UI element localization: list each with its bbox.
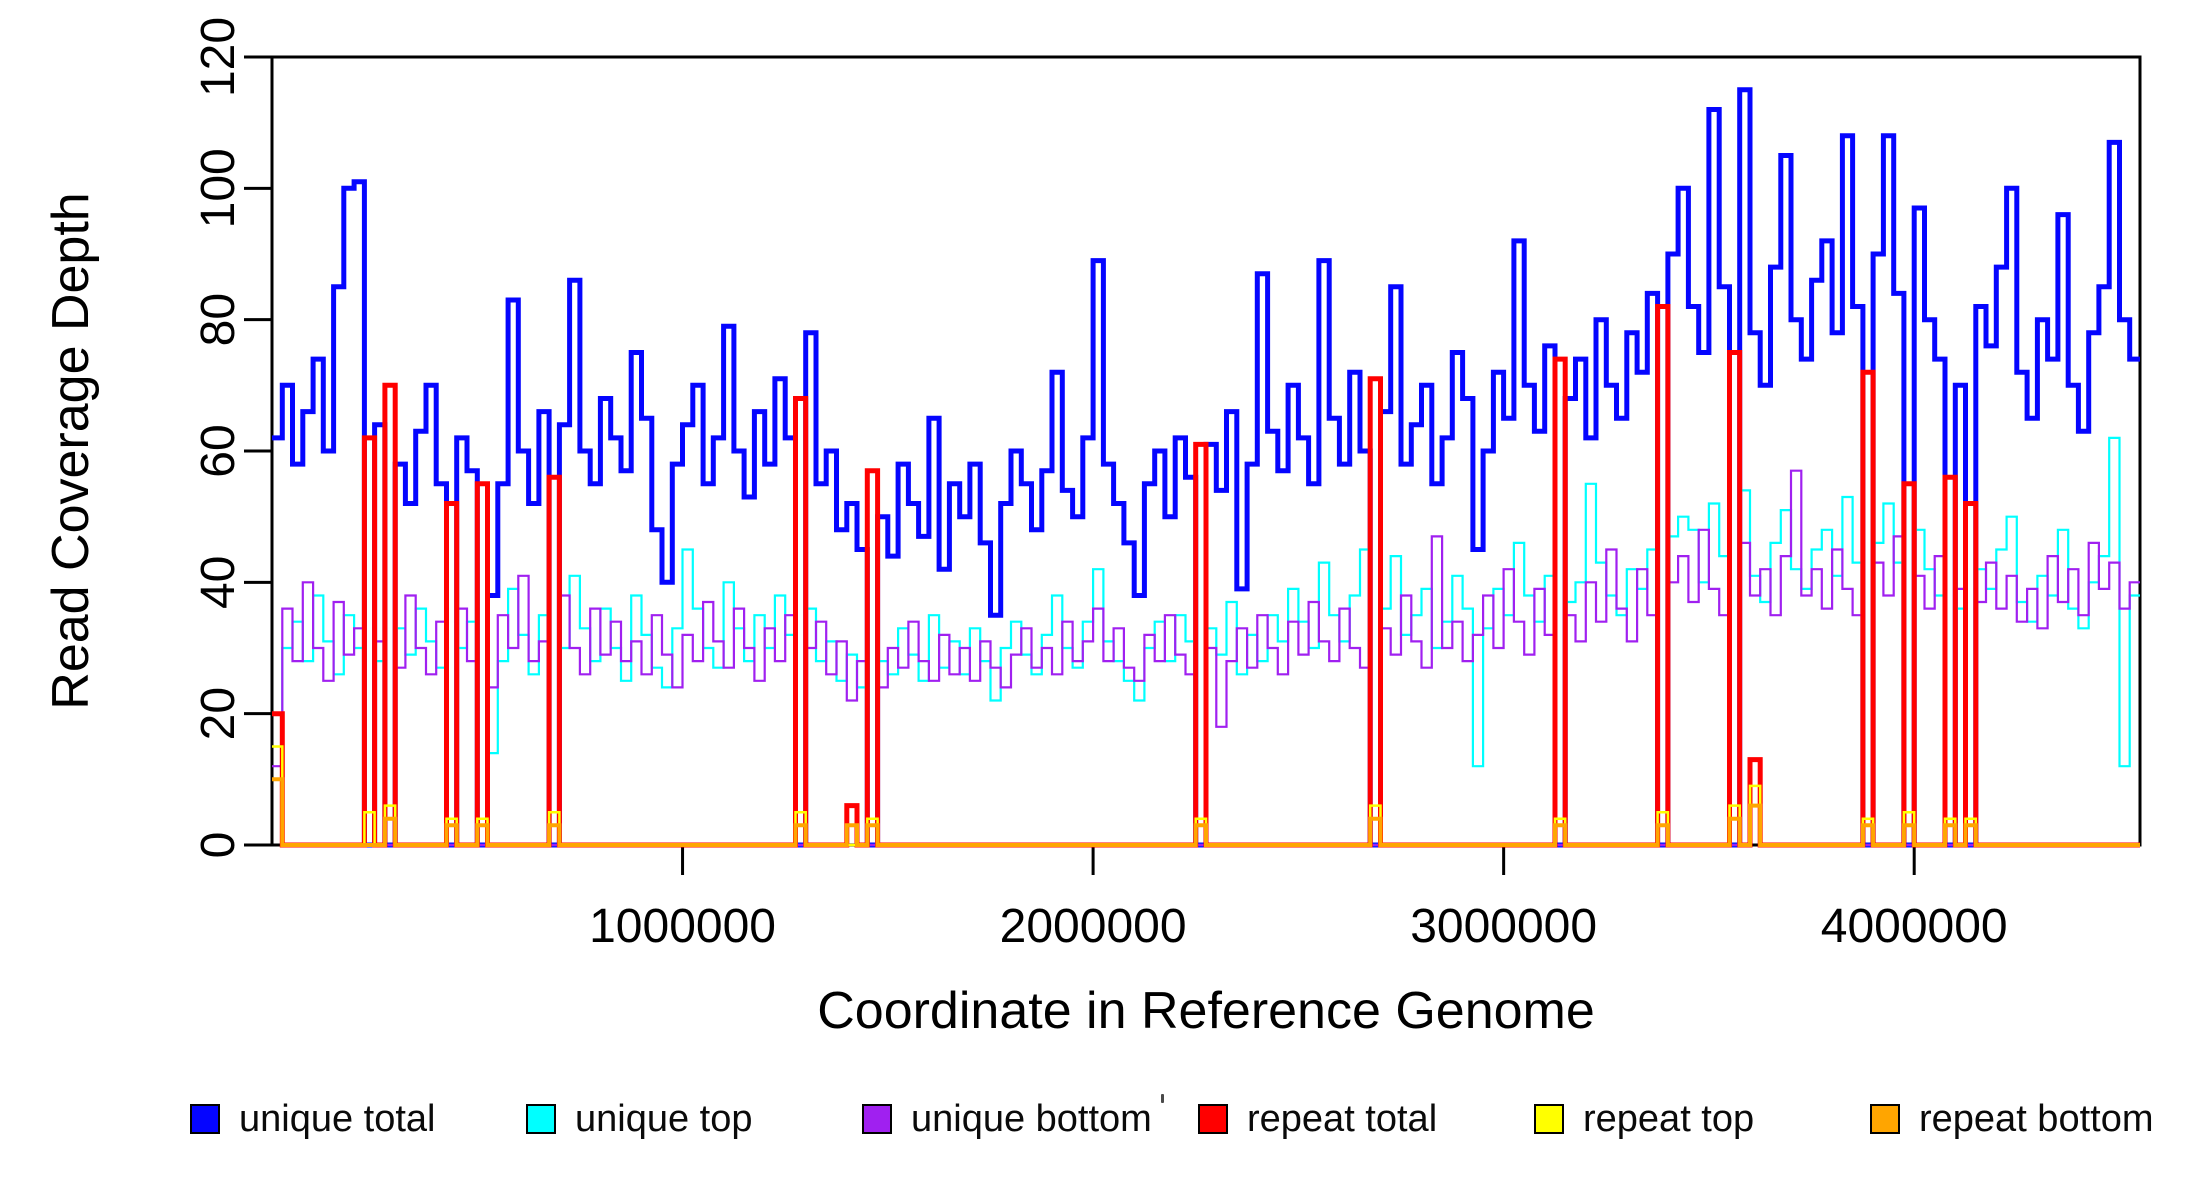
coverage-plot-canvas: 0 20 40 60 80 100 120 1000000 2000000 3000000 4000…: [42, 17, 2142, 1040]
series-layer: [272, 87, 2140, 848]
x-tick-label: 2000000: [1000, 900, 1187, 953]
x-tick-label: 3000000: [1410, 900, 1597, 953]
unique-bottom-swatch-icon: [862, 1104, 892, 1134]
y-tick-label: 20: [192, 687, 245, 740]
unique-top-swatch-icon: [526, 1104, 556, 1134]
axes-layer: 0 20 40 60 80 100 120 1000000 2000000 3000000 4000…: [192, 17, 2142, 953]
repeat-bottom-swatch-icon: [1870, 1104, 1900, 1134]
legend-item-unique-bottom: unique bottom: [862, 1097, 1152, 1140]
legend-item-unique-total: unique total: [190, 1097, 436, 1140]
y-tick-label: 0: [192, 832, 245, 859]
legend-label: unique bottom: [911, 1097, 1152, 1140]
legend-label: unique top: [575, 1097, 753, 1140]
x-tick-label: 1000000: [589, 900, 776, 953]
y-tick-label: 100: [192, 148, 245, 228]
legend-label: repeat top: [1583, 1097, 1755, 1140]
legend-item-unique-top: unique top: [526, 1097, 753, 1140]
y-tick-label: 120: [192, 17, 245, 97]
legend-label: repeat total: [1247, 1097, 1438, 1140]
y-tick-label: 60: [192, 424, 245, 477]
series-repeat-total: [272, 304, 2140, 848]
legend-item-repeat-top: repeat top: [1534, 1097, 1755, 1140]
legend: unique total unique top unique bottom re…: [0, 1097, 2200, 1144]
x-tick-label: 4000000: [1821, 900, 2008, 953]
legend-item-repeat-total: repeat total: [1198, 1097, 1438, 1140]
legend-label: unique total: [239, 1097, 436, 1140]
legend-label: repeat bottom: [1919, 1097, 2154, 1140]
y-axis-title: Read Coverage Depth: [42, 192, 100, 709]
x-axis-title: Coordinate in Reference Genome: [817, 982, 1595, 1040]
stray-mark: [1161, 1094, 1164, 1103]
y-tick-label: 80: [192, 293, 245, 346]
series-repeat-bottom: [272, 777, 2140, 847]
y-tick-label: 40: [192, 556, 245, 609]
repeat-total-swatch-icon: [1198, 1104, 1228, 1134]
repeat-top-swatch-icon: [1534, 1104, 1564, 1134]
legend-item-repeat-bottom: repeat bottom: [1870, 1097, 2154, 1140]
unique-total-swatch-icon: [190, 1104, 220, 1134]
